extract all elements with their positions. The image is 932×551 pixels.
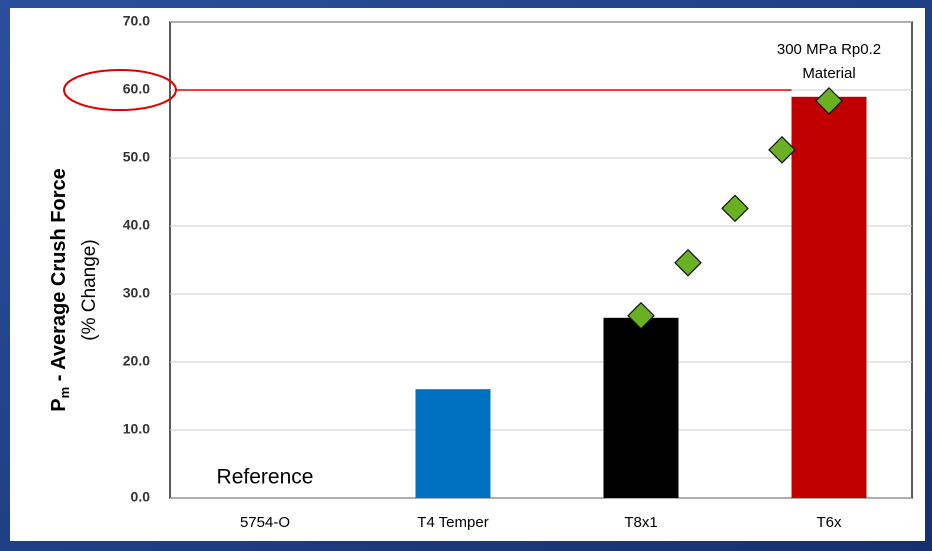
y-label-sub: m <box>57 387 72 399</box>
y-tick-label: 10.0 <box>123 421 150 437</box>
y-tick-label: 0.0 <box>131 489 151 505</box>
diamond-marker <box>815 87 843 115</box>
y-label-rest: - Average Crush Force <box>48 168 70 387</box>
x-tick-label: T6x <box>816 514 842 531</box>
annotation: Reference <box>217 466 314 489</box>
y-label-main: P <box>48 398 70 411</box>
bar <box>791 96 867 499</box>
bar <box>603 317 679 498</box>
y-label-unit: (% Change) <box>79 239 100 340</box>
y-tick-label: 30.0 <box>123 285 150 301</box>
annotation: 300 MPa Rp0.2 <box>777 41 881 58</box>
x-tick-label: T8x1 <box>624 514 657 531</box>
svg-text:Pm - Average Crush Force: Pm - Average Crush Force <box>48 168 72 412</box>
diamond-marker <box>627 301 655 330</box>
y-tick-label: 70.0 <box>123 13 150 29</box>
y-axis-title: Pm - Average Crush Force (% Change) <box>48 168 100 412</box>
annotation: Material <box>802 65 855 82</box>
y-tick-label: 20.0 <box>123 353 150 369</box>
y-tick-label: 60.0 <box>123 81 150 97</box>
plot-area <box>169 21 913 499</box>
y-tick-label: 40.0 <box>123 217 150 233</box>
diamond-marker <box>768 135 796 164</box>
x-tick-label: T4 Temper <box>417 514 488 531</box>
bar <box>415 389 491 498</box>
diamond-marker <box>721 194 749 223</box>
x-tick-label: 5754-O <box>240 514 290 531</box>
y-tick-label: 50.0 <box>123 149 150 165</box>
diamond-marker <box>674 248 702 277</box>
